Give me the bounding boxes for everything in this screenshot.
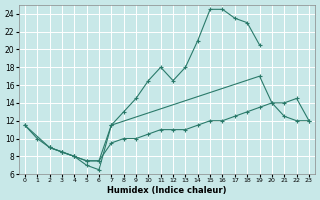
- X-axis label: Humidex (Indice chaleur): Humidex (Indice chaleur): [107, 186, 227, 195]
